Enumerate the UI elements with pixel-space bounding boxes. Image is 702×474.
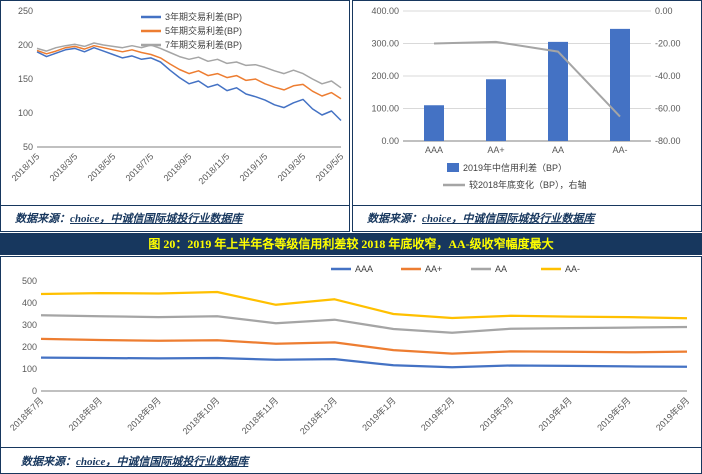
svg-text:2018年9月: 2018年9月 [125, 395, 163, 433]
bar-AAA [424, 105, 444, 142]
source-caption-bottom: 数据来源： choice，中诚信国际城投行业数据库 [1, 447, 701, 473]
series-AAA [40, 356, 688, 369]
svg-text:AA: AA [495, 264, 507, 274]
svg-text:2019/5/5: 2019/5/5 [314, 151, 346, 183]
svg-text:2019年4月: 2019年4月 [536, 395, 574, 433]
svg-text:7年期交易利差(BP): 7年期交易利差(BP) [165, 39, 242, 50]
svg-text:2019/3/5: 2019/3/5 [276, 151, 308, 183]
source-caption-source: choice，中诚信国际城投行业数据库 [422, 213, 595, 225]
figure-title: 图 20：2019 年上半年各等级信用利差较 2018 年底收窄，AA-级收窄幅… [0, 233, 702, 255]
svg-text:200.00: 200.00 [371, 71, 399, 81]
series-7年期交易利差(BP) [36, 42, 342, 89]
svg-text:2018/3/5: 2018/3/5 [48, 151, 80, 183]
svg-text:2019年2月: 2019年2月 [418, 395, 456, 433]
svg-text:5年期交易利差(BP): 5年期交易利差(BP) [165, 25, 242, 36]
svg-text:100: 100 [22, 364, 37, 374]
source-caption-left: 数据来源： choice，中诚信国际城投行业数据库 [1, 205, 349, 230]
series-AA- [40, 290, 688, 320]
series-AA+ [40, 337, 688, 355]
series-较2018年底变化（BP），右轴 [433, 40, 621, 118]
svg-text:0.00: 0.00 [381, 136, 399, 146]
svg-text:2019/1/5: 2019/1/5 [238, 151, 270, 183]
svg-text:-80.00: -80.00 [655, 136, 681, 146]
top-row: 50 100 150 200 250 2018/1/5 2018/3/5 2018/5/5 20… [0, 0, 702, 232]
svg-text:AA+: AA+ [487, 145, 504, 155]
svg-text:2018/5/5: 2018/5/5 [86, 151, 118, 183]
bar-AA- [610, 28, 630, 141]
svg-text:150: 150 [18, 74, 33, 84]
svg-text:500: 500 [22, 276, 37, 286]
source-caption-label: 数据来源： [21, 455, 76, 468]
svg-text:200: 200 [18, 40, 33, 50]
svg-text:400: 400 [22, 298, 37, 308]
svg-text:2018/7/5: 2018/7/5 [124, 151, 156, 183]
svg-text:0: 0 [32, 386, 37, 396]
svg-text:2019年1月: 2019年1月 [360, 395, 398, 433]
series-5年期交易利差(BP) [36, 44, 342, 100]
svg-text:AAA: AAA [355, 264, 373, 274]
svg-text:-20.00: -20.00 [655, 39, 681, 49]
svg-text:较2018年底变化（BP），右轴: 较2018年底变化（BP），右轴 [469, 179, 587, 190]
source-caption-label: 数据来源： [367, 213, 422, 225]
svg-text:50: 50 [23, 142, 33, 152]
svg-text:2018年11月: 2018年11月 [239, 395, 280, 436]
line-chart-monthly-spreads-by-grade: 0 100 200 300 400 500 2018年7月 2018年8月 2018年9月 201… [7, 264, 691, 437]
svg-text:100.00: 100.00 [371, 104, 399, 114]
svg-text:AA-: AA- [612, 145, 627, 155]
panel-trading-spreads: 50 100 150 200 250 2018/1/5 2018/3/5 2018/5/5 20… [0, 0, 350, 232]
source-caption-right: 数据来源： choice，中诚信国际城投行业数据库 [353, 205, 701, 230]
svg-text:-60.00: -60.00 [655, 104, 681, 114]
svg-text:AA-: AA- [565, 264, 580, 274]
panel-spread-change: 0.00 100.00 200.00 300.00 400.00 0.00 -20.00 -4… [352, 0, 702, 232]
svg-text:2018年7月: 2018年7月 [7, 395, 45, 433]
svg-text:3年期交易利差(BP): 3年期交易利差(BP) [165, 11, 242, 22]
svg-text:AAA: AAA [425, 145, 443, 155]
svg-text:AA: AA [552, 145, 564, 155]
panel-monthly-spreads: 0 100 200 300 400 500 2018年7月 2018年8月 2018年9月 201… [0, 256, 702, 474]
bar-AA+ [486, 79, 506, 142]
series-3年期交易利差(BP) [36, 46, 342, 122]
svg-text:2019年3月: 2019年3月 [477, 395, 515, 433]
svg-text:2018/1/5: 2018/1/5 [10, 151, 42, 183]
source-caption-source: choice，中诚信国际城投行业数据库 [70, 213, 243, 225]
svg-text:AA+: AA+ [425, 264, 442, 274]
bar-AA [548, 41, 568, 141]
svg-text:100: 100 [18, 108, 33, 118]
svg-text:2018/9/5: 2018/9/5 [162, 151, 194, 183]
svg-text:2018年8月: 2018年8月 [66, 395, 104, 433]
svg-text:2018/11/5: 2018/11/5 [197, 151, 232, 186]
source-caption-label: 数据来源： [15, 213, 70, 225]
svg-text:0.00: 0.00 [655, 6, 673, 16]
svg-text:400.00: 400.00 [371, 6, 399, 16]
legend-swatch-bar [447, 163, 459, 172]
svg-text:300.00: 300.00 [371, 39, 399, 49]
series-AA [40, 314, 688, 334]
svg-text:2019年中信用利差（BP）: 2019年中信用利差（BP） [463, 162, 567, 173]
bar-line-chart-spread-change: 0.00 100.00 200.00 300.00 400.00 0.00 -20.00 -4… [371, 6, 681, 190]
svg-text:2019年6月: 2019年6月 [653, 395, 691, 433]
svg-text:2019年5月: 2019年5月 [594, 395, 632, 433]
svg-text:300: 300 [22, 320, 37, 330]
svg-text:200: 200 [22, 342, 37, 352]
svg-text:250: 250 [18, 6, 33, 16]
svg-text:2018年12月: 2018年12月 [297, 395, 339, 437]
source-caption-source: choice，中诚信国际城投行业数据库 [76, 455, 249, 468]
svg-text:-40.00: -40.00 [655, 71, 681, 81]
svg-text:2018年10月: 2018年10月 [180, 395, 222, 437]
